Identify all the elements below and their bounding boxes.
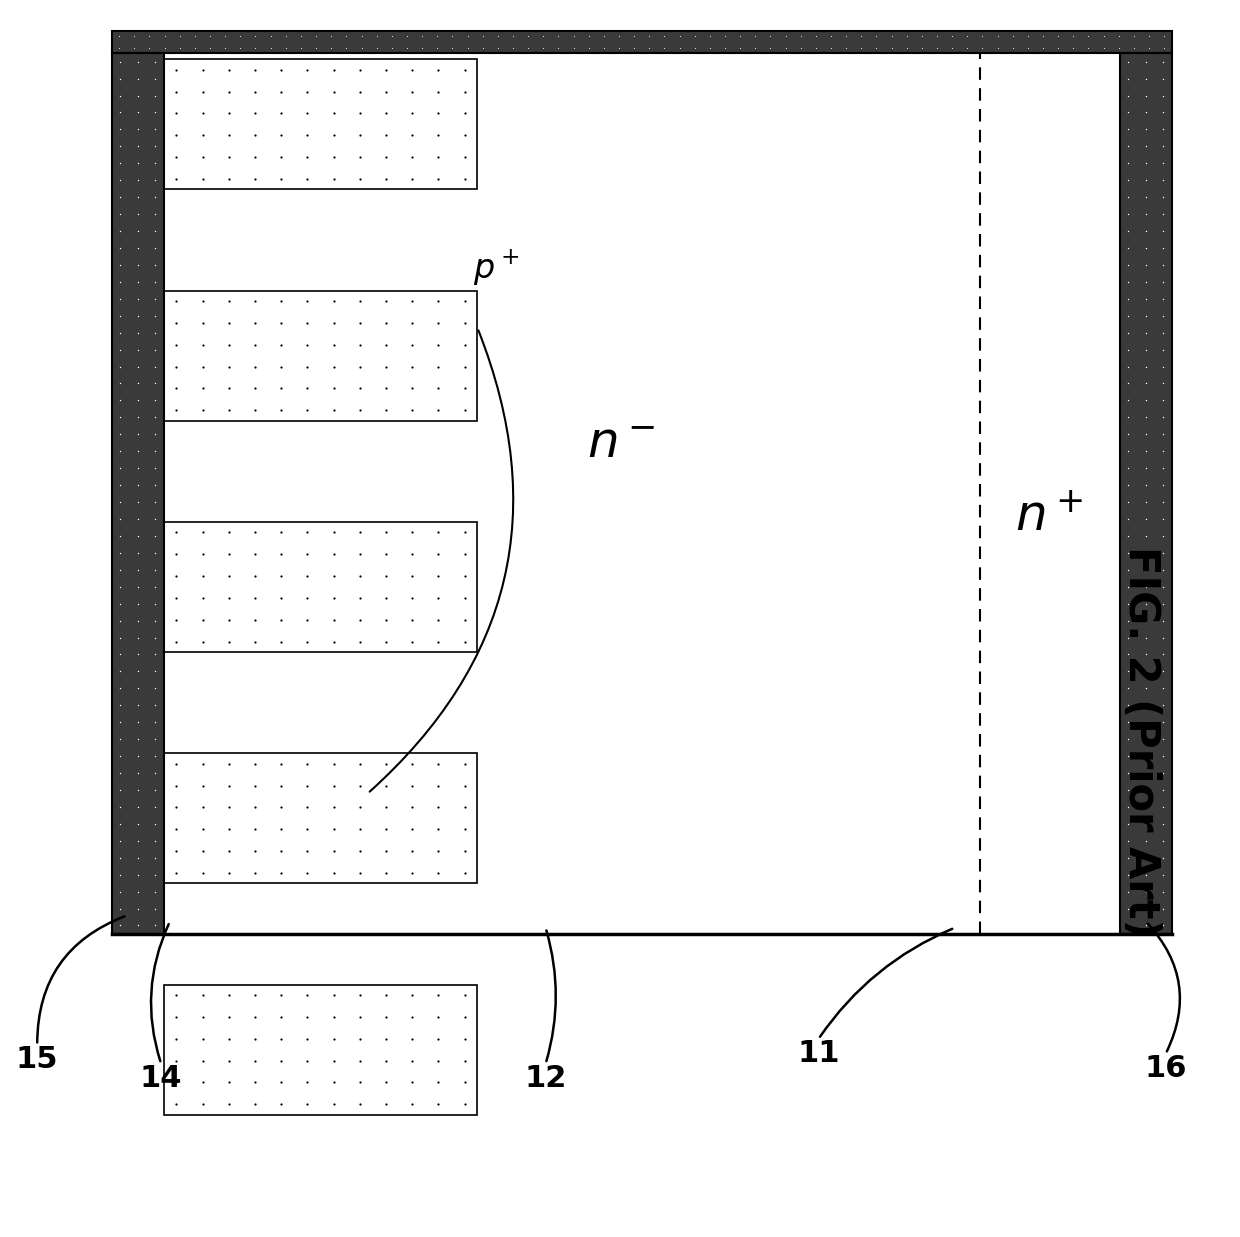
Text: FIG. 2 (Prior Art): FIG. 2 (Prior Art) (1120, 547, 1162, 938)
Bar (164, 985, 477, 1115)
Text: 15: 15 (16, 1045, 58, 1074)
Text: 16: 16 (1145, 1054, 1187, 1082)
Bar (164, 753, 477, 883)
Bar (164, 291, 477, 421)
Bar (112, 31, 1172, 53)
Bar (1120, 53, 1172, 934)
Bar (112, 31, 1172, 53)
Bar (164, 522, 477, 652)
Bar (112, 53, 164, 934)
Text: $\mathit{n}^-$: $\mathit{n}^-$ (587, 419, 656, 469)
Bar (164, 53, 980, 934)
Text: $\mathit{n}^+$: $\mathit{n}^+$ (1016, 494, 1084, 543)
Bar (1120, 53, 1172, 934)
Text: 11: 11 (797, 1039, 839, 1068)
Text: 12: 12 (525, 1064, 567, 1092)
Text: 14: 14 (140, 1064, 182, 1092)
Bar (980, 53, 1120, 934)
Bar (112, 53, 164, 934)
Text: $\mathit{p}^+$: $\mathit{p}^+$ (472, 249, 520, 288)
Bar (164, 59, 477, 189)
